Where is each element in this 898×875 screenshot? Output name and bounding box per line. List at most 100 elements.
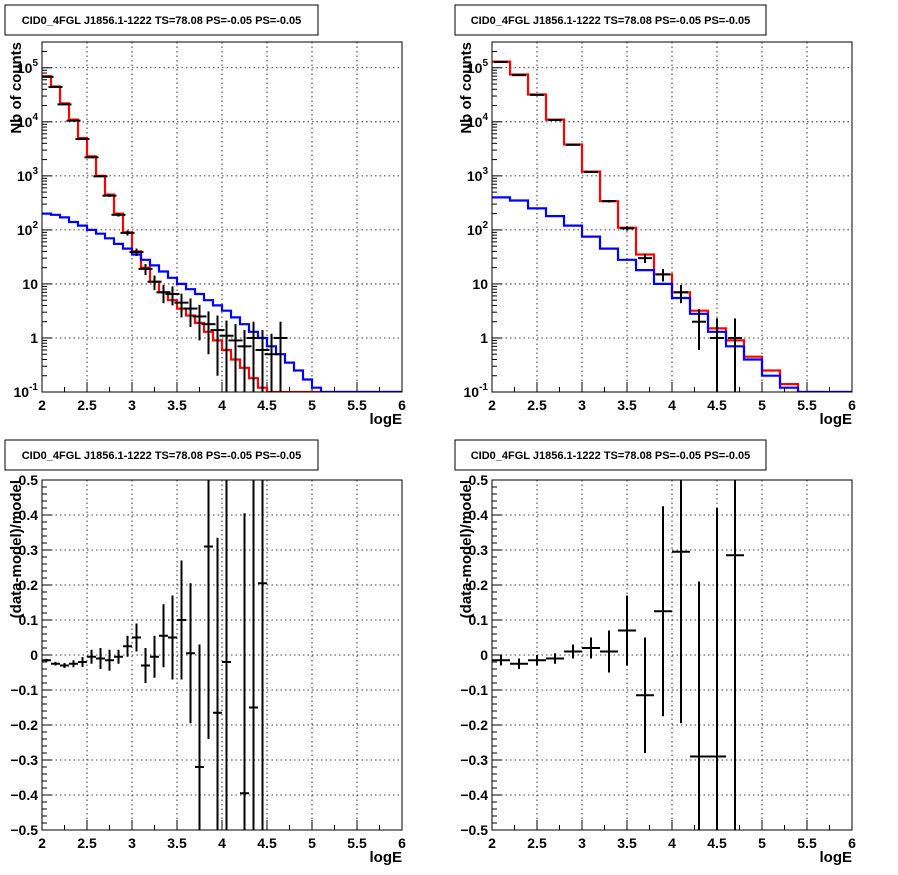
- data-point: [492, 655, 510, 666]
- x-tick-label: 3: [578, 835, 586, 851]
- x-tick-label: 3.5: [617, 397, 637, 413]
- data-point: [237, 330, 252, 392]
- x-tick-label: 5: [758, 397, 766, 413]
- x-tick-label: 3: [128, 397, 136, 413]
- data-point: [618, 595, 636, 666]
- x-tick-label: 2: [38, 397, 46, 413]
- data-point: [204, 480, 213, 739]
- chart-title: CID0_4FGL J1856.1-1222 TS=78.08 PS=-0.05…: [471, 450, 751, 462]
- data-point: [674, 284, 688, 304]
- plot-frame: [491, 479, 853, 831]
- data-point: [602, 199, 616, 203]
- y-tick-label: 102: [467, 220, 489, 238]
- data-point: [51, 662, 60, 666]
- y-axis-label: (data-model)/model: [458, 480, 475, 618]
- data-point: [222, 480, 231, 830]
- x-axis-label: logE: [820, 411, 853, 428]
- data-point: [114, 649, 123, 664]
- y-tick-label: −0.2: [460, 717, 488, 733]
- series-step-line-2: [492, 196, 852, 392]
- title-box: [454, 439, 767, 471]
- data-point: [654, 506, 672, 717]
- data-point: [213, 537, 222, 830]
- y-axis-label: Nb of counts: [8, 42, 25, 134]
- data-point: [690, 581, 708, 830]
- data-point: [566, 143, 580, 146]
- x-axis-label: logE: [820, 849, 853, 866]
- y-tick-label: −0.5: [10, 822, 38, 838]
- x-tick-label: 4: [668, 835, 676, 851]
- chart-title: CID0_4FGL J1856.1-1222 TS=78.08 PS=-0.05…: [22, 15, 302, 27]
- title-box: [454, 4, 767, 36]
- data-point: [584, 170, 598, 173]
- x-tick-label: 4: [218, 835, 226, 851]
- grid-lines: [492, 480, 852, 830]
- data-point: [132, 623, 141, 652]
- data-point: [195, 644, 204, 830]
- x-tick-label: 3: [578, 397, 586, 413]
- x-tick-label: 4.5: [707, 397, 727, 413]
- x-tick-label: 5: [308, 397, 316, 413]
- data-point: [177, 560, 186, 680]
- data-point: [240, 513, 249, 830]
- data-point: [255, 330, 270, 392]
- data-point: [219, 320, 234, 392]
- x-tick-label: 5.5: [347, 397, 367, 413]
- x-tick-label: 4.5: [257, 397, 277, 413]
- y-tick-label: −0.3: [460, 752, 488, 768]
- x-tick-label: 3.5: [167, 835, 187, 851]
- y-tick-label: −0.4: [460, 787, 488, 803]
- data-point: [78, 657, 87, 667]
- y-tick-label: −0.1: [10, 682, 38, 698]
- data-point: [249, 480, 258, 830]
- y-tick-label: 10-1: [14, 382, 39, 400]
- data-point: [692, 309, 706, 350]
- y-tick-label: 10: [472, 276, 488, 292]
- data-point: [708, 508, 726, 830]
- data-point: [75, 138, 90, 141]
- y-tick-label: −0.4: [10, 787, 38, 803]
- data-point: [510, 658, 528, 669]
- data-point: [105, 649, 114, 671]
- x-tick-label: 2.5: [527, 397, 547, 413]
- x-axis-label: logE: [370, 849, 403, 866]
- y-tick-label: −0.3: [10, 752, 38, 768]
- chart-title: CID0_4FGL J1856.1-1222 TS=78.08 PS=-0.05…: [471, 15, 751, 27]
- data-point: [528, 655, 546, 666]
- x-tick-label: 4: [218, 397, 226, 413]
- plot-frame: [491, 41, 853, 393]
- series-group: [492, 60, 852, 392]
- data-point: [120, 230, 135, 236]
- data-point: [264, 333, 279, 392]
- x-tick-label: 6: [848, 835, 856, 851]
- x-tick-label: 3.5: [617, 835, 637, 851]
- chart-panel-2: CID0_4FGL J1856.1-1222 TS=78.08 PS=-0.05…: [454, 4, 856, 428]
- y-tick-label: 0: [480, 647, 488, 663]
- y-tick-label: 1: [480, 330, 488, 346]
- data-point: [582, 637, 600, 659]
- data-point: [192, 304, 207, 341]
- x-tick-label: 6: [398, 835, 406, 851]
- series-group: [42, 75, 402, 392]
- x-tick-label: 2.5: [77, 835, 97, 851]
- data-point: [147, 275, 162, 291]
- y-tick-label: 105: [467, 58, 489, 76]
- x-tick-label: 2.5: [77, 397, 97, 413]
- data-point: [710, 318, 724, 392]
- y-tick-label: −0.1: [460, 682, 488, 698]
- y-tick-label: 0.5: [19, 472, 39, 488]
- x-axis-label: logE: [370, 411, 403, 428]
- data-point: [84, 156, 99, 159]
- y-axis-label: Nb of counts: [458, 42, 475, 134]
- series-group: [42, 480, 267, 830]
- x-tick-label: 6: [848, 397, 856, 413]
- x-tick-label: 5.5: [797, 835, 817, 851]
- data-point: [638, 254, 652, 263]
- x-tick-label: 2: [38, 835, 46, 851]
- title-box: [4, 439, 319, 471]
- data-point: [123, 635, 132, 657]
- x-tick-label: 3.5: [167, 397, 187, 413]
- y-tick-label: 0.2: [469, 577, 489, 593]
- data-point: [728, 318, 742, 392]
